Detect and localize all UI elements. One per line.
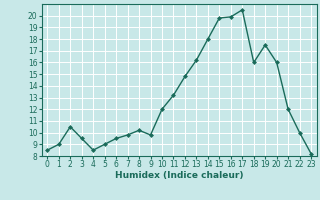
X-axis label: Humidex (Indice chaleur): Humidex (Indice chaleur)	[115, 171, 244, 180]
